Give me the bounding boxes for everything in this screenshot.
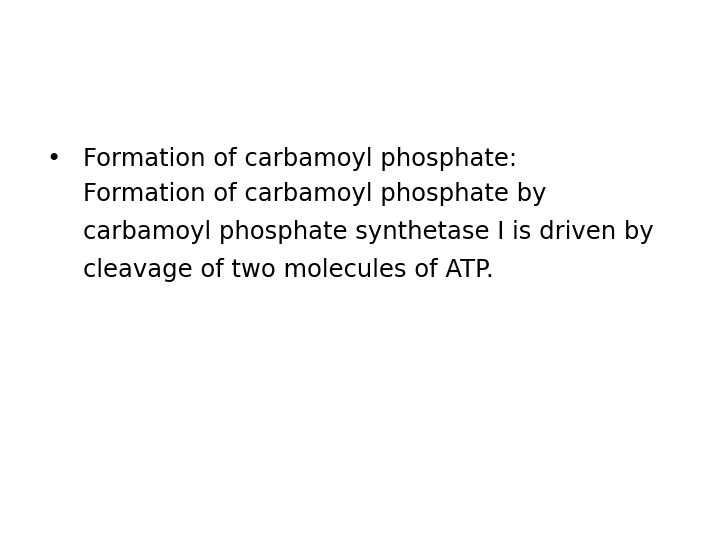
Text: carbamoyl phosphate synthetase I is driven by: carbamoyl phosphate synthetase I is driv…: [83, 220, 654, 244]
Text: Formation of carbamoyl phosphate by: Formation of carbamoyl phosphate by: [83, 183, 546, 206]
Text: cleavage of two molecules of ATP.: cleavage of two molecules of ATP.: [83, 258, 493, 282]
Text: •: •: [47, 147, 61, 171]
Text: Formation of carbamoyl phosphate:: Formation of carbamoyl phosphate:: [83, 147, 517, 171]
